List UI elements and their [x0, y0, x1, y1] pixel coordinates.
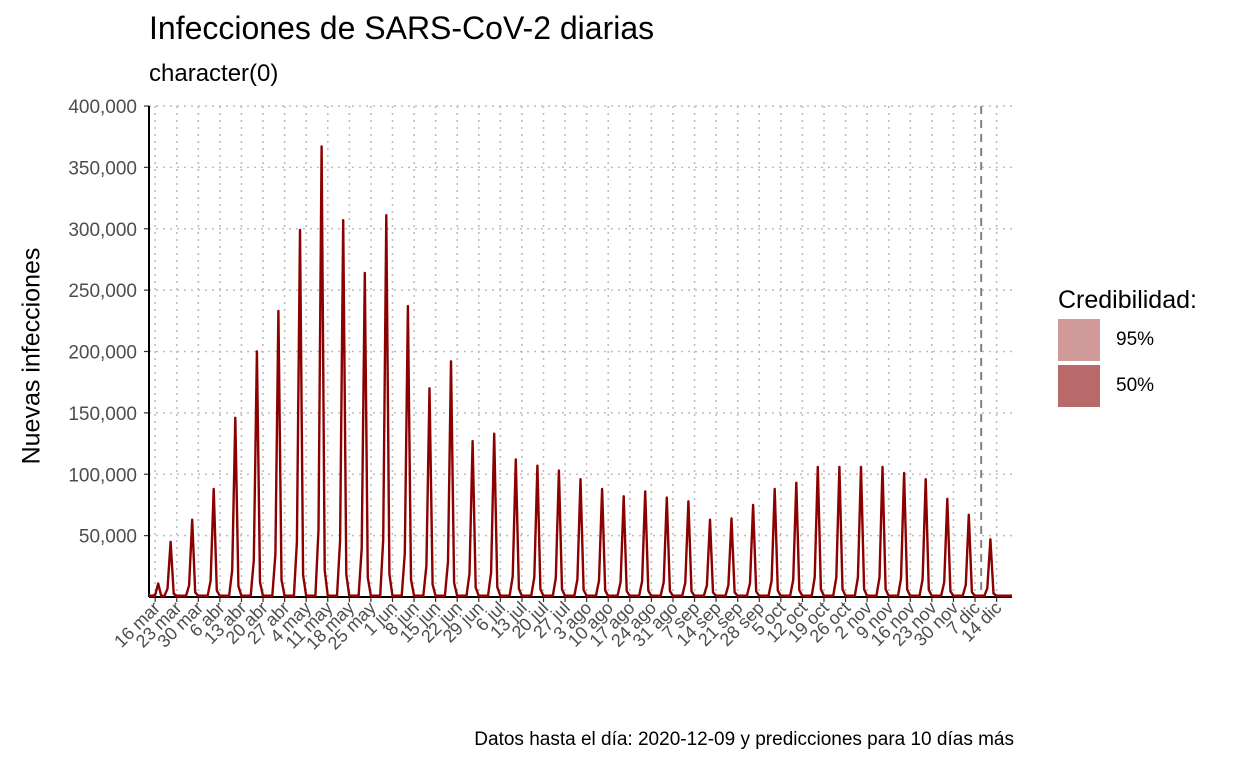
peak-point: [579, 478, 582, 480]
peak-point: [299, 229, 301, 231]
peak-point: [493, 432, 496, 435]
legend-title: Credibilidad:: [1058, 286, 1197, 314]
peak-point: [558, 469, 560, 472]
legend-swatch-50: [1058, 365, 1100, 407]
peak-point: [536, 464, 539, 467]
legend-label-95: 95%: [1116, 329, 1155, 350]
legend-label-50: 50%: [1116, 375, 1155, 396]
peak-point: [428, 387, 431, 390]
peak-point: [342, 219, 344, 221]
peak-point: [687, 500, 690, 503]
peak-point: [191, 518, 193, 521]
peak-point: [277, 310, 280, 312]
peak-point: [601, 488, 603, 490]
peak-point: [968, 513, 970, 516]
y-tick-label: 250,000: [68, 281, 137, 302]
y-tick-label: 100,000: [68, 465, 137, 486]
peak-point: [881, 466, 884, 468]
peak-point: [644, 490, 647, 493]
peak-point: [450, 360, 452, 363]
chart-caption: Datos hasta el día: 2020-12-09 y predicc…: [474, 729, 1014, 750]
y-tick-label: 150,000: [68, 404, 137, 425]
peak-point: [989, 538, 992, 541]
peak-point: [385, 214, 388, 217]
grid-lines: [149, 105, 1012, 597]
y-tick-label: 50,000: [79, 527, 137, 548]
chart-title: Infecciones de SARS-CoV-2 diarias: [149, 10, 655, 46]
series-layer: [149, 144, 1012, 598]
peak-point: [169, 540, 172, 543]
peak-point: [817, 466, 819, 468]
peak-point: [730, 517, 733, 520]
peak-point: [622, 495, 625, 498]
peak-point: [363, 272, 366, 274]
legend-swatch-95: [1058, 319, 1100, 361]
y-tick-label: 200,000: [68, 343, 137, 364]
peak-point: [752, 504, 754, 506]
peak-point: [773, 488, 776, 490]
y-tick-label: 350,000: [68, 158, 137, 179]
peak-point: [514, 458, 517, 461]
peak-point: [234, 416, 237, 419]
peak-point: [709, 518, 711, 521]
peak-point: [838, 466, 841, 468]
peak-point: [666, 496, 668, 499]
legend-item-95: 95%: [1058, 319, 1197, 361]
legend-item-50: 50%: [1058, 365, 1197, 407]
peak-point: [212, 488, 215, 490]
chart-subtitle: character(0): [149, 60, 279, 87]
tick-labels: 50,000 100,000 150,000 200,000 250,000 300,00…: [68, 97, 1005, 654]
y-tick-label: 400,000: [68, 97, 137, 118]
peak-point: [320, 145, 323, 148]
y-tick-label: 300,000: [68, 220, 137, 241]
peak-point: [946, 498, 949, 500]
legend: Credibilidad: 95% 50%: [1058, 286, 1197, 407]
peak-point: [471, 440, 474, 442]
peak-point: [157, 582, 160, 585]
peak-point: [860, 466, 862, 468]
infections-line: [149, 145, 1012, 598]
peak-point: [256, 350, 258, 353]
peak-point: [407, 305, 409, 307]
peak-point: [795, 482, 798, 484]
peak-point: [924, 478, 927, 480]
peak-point: [903, 472, 905, 474]
